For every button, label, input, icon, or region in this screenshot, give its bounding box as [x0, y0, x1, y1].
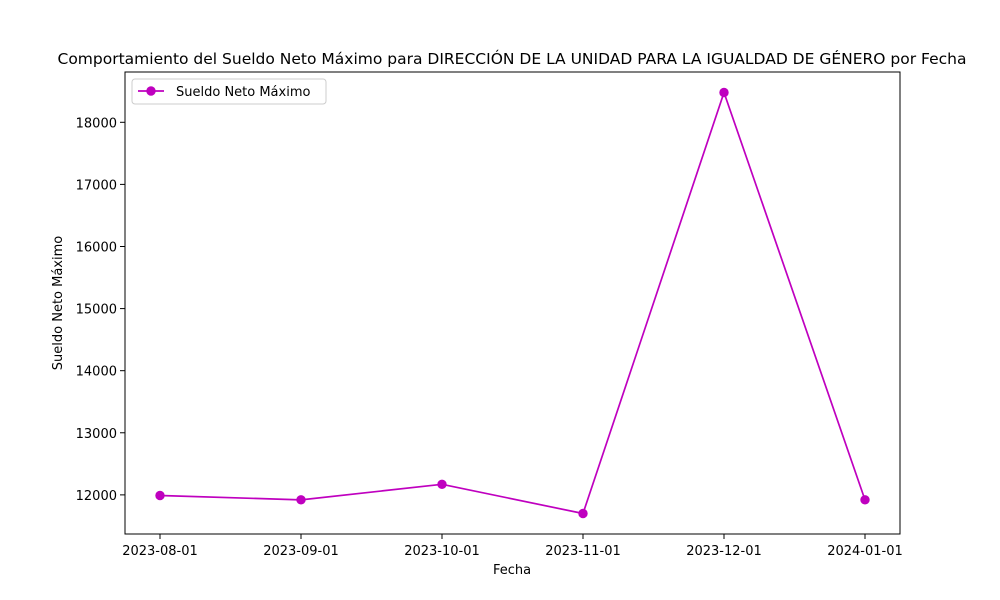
data-point [437, 479, 447, 490]
series-line [159, 91, 866, 515]
series-layer [155, 87, 870, 519]
data-point [296, 495, 306, 505]
x-tick-label: 2023-10-01 [404, 544, 480, 559]
plot-area [124, 71, 901, 535]
legend-marker [146, 86, 156, 96]
x-axis: 2023-08-01 2023-09-01 2023-10-01 2023-11-01… [122, 534, 903, 559]
y-tick-label: 16000 [76, 240, 117, 255]
x-tick-label: 2023-11-01 [545, 544, 621, 559]
chart-title: Comportamiento del Sueldo Neto Máximo pa… [58, 49, 967, 68]
x-tick-label: 2023-08-01 [122, 544, 198, 559]
y-axis: 12000 13000 14000 15000 16000 17000 18000 [76, 116, 125, 504]
data-point [578, 508, 588, 519]
x-tick-label: 2023-09-01 [263, 544, 339, 559]
y-tick-label: 15000 [76, 303, 117, 318]
y-tick-label: 14000 [76, 365, 117, 380]
y-tick-label: 12000 [76, 489, 117, 504]
y-tick-label: 18000 [76, 116, 117, 131]
y-axis-label: Sueldo Neto Máximo [51, 236, 66, 370]
y-tick-label: 13000 [76, 427, 117, 442]
y-tick-label: 17000 [76, 178, 117, 193]
data-point [155, 490, 165, 501]
legend-label: Sueldo Neto Máximo [176, 85, 310, 100]
legend-box [131, 78, 327, 105]
x-tick-label: 2023-12-01 [686, 544, 762, 559]
x-axis-label: Fecha [493, 563, 531, 578]
legend: Sueldo Neto Máximo [131, 78, 327, 105]
x-tick-label: 2024-01-01 [827, 544, 903, 559]
data-point [860, 495, 870, 505]
data-point [719, 87, 729, 98]
